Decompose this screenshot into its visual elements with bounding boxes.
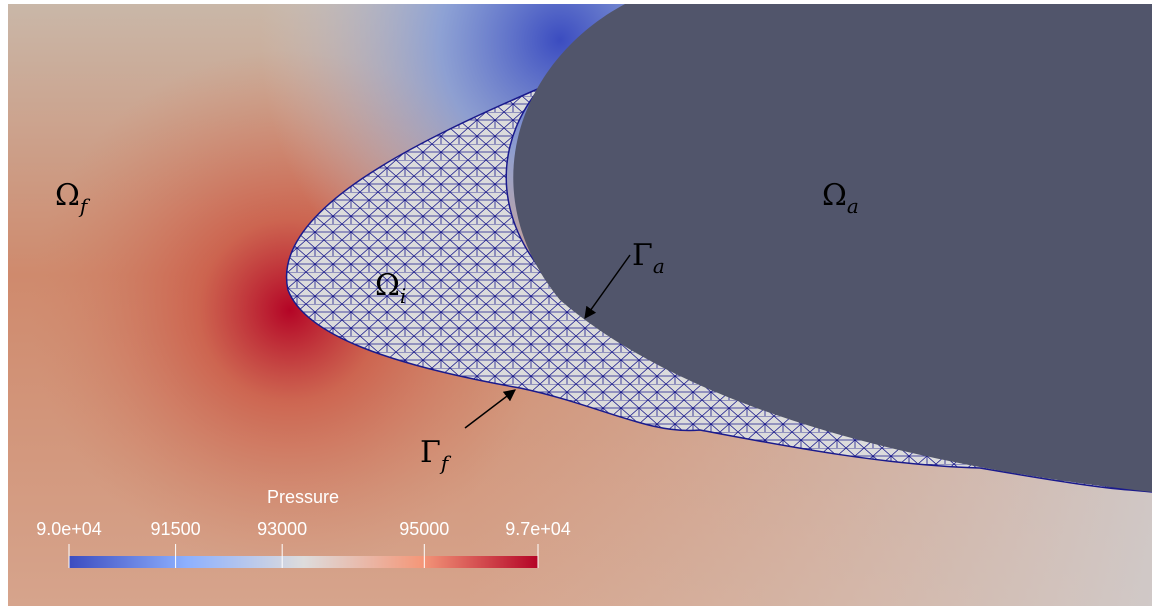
subscript: a bbox=[847, 194, 859, 218]
symbol: Γ bbox=[420, 435, 441, 470]
tick-label: 9.7e+04 bbox=[505, 519, 571, 539]
viewport: Ωf Ωa Ωi Γa Γf Pressure 9.0e+04915009300… bbox=[0, 0, 1152, 606]
tick-label: 93000 bbox=[257, 519, 307, 539]
subscript: i bbox=[400, 284, 406, 308]
symbol: Ω bbox=[822, 178, 847, 213]
subscript: a bbox=[653, 254, 665, 278]
symbol: Ω bbox=[55, 178, 80, 213]
tick-label: 95000 bbox=[399, 519, 449, 539]
colorbar-title: Pressure bbox=[267, 487, 339, 507]
symbol: Γ bbox=[632, 238, 653, 273]
colorbar bbox=[69, 556, 538, 568]
tick-label: 91500 bbox=[151, 519, 201, 539]
tick-label: 9.0e+04 bbox=[36, 519, 102, 539]
symbol: Ω bbox=[375, 268, 400, 303]
